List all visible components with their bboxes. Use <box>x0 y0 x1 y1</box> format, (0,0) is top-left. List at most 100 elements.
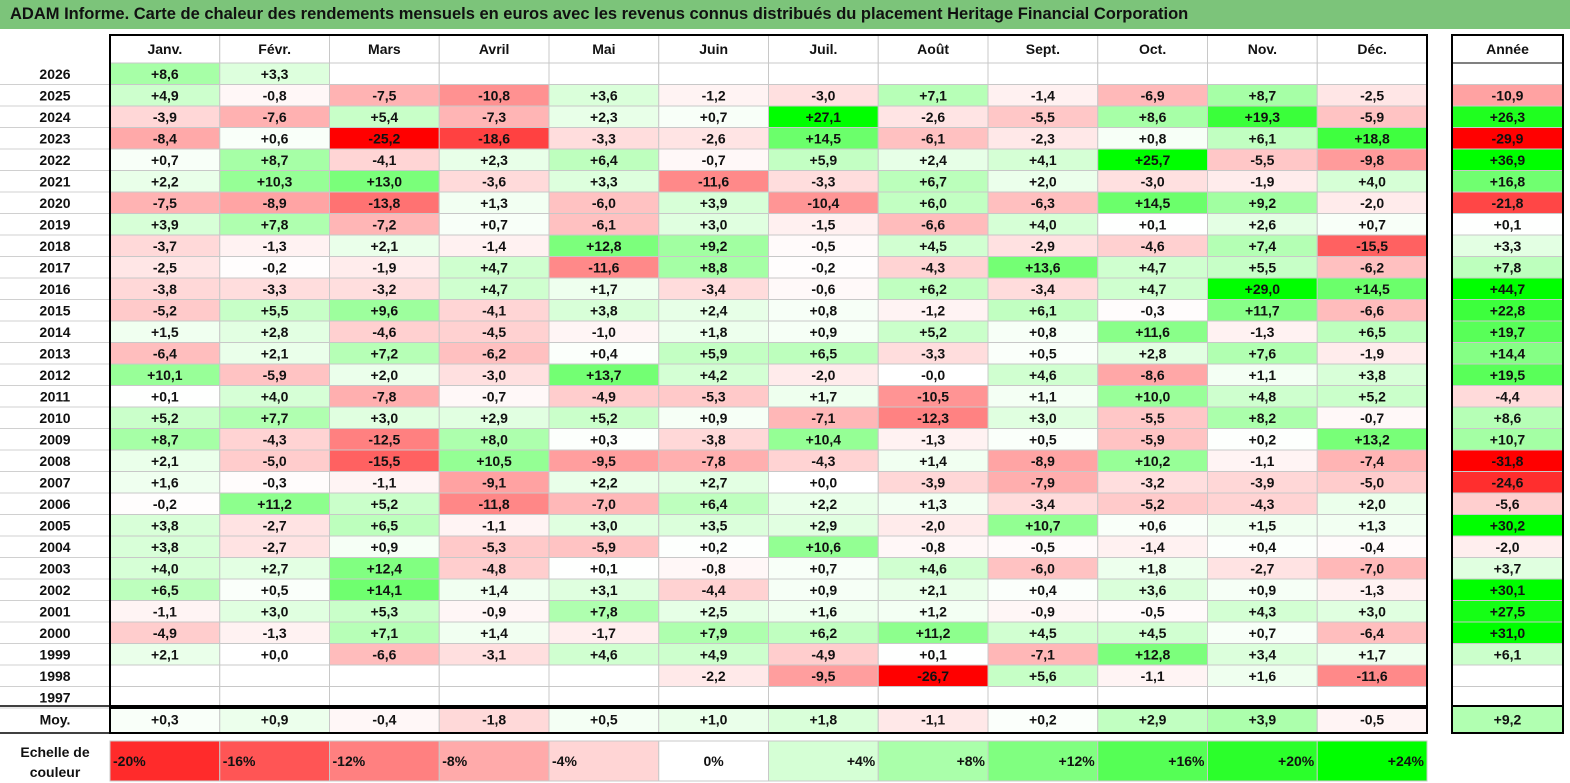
heat-cell-value: +11,7 <box>1245 302 1280 318</box>
annual-cell-bg <box>1451 664 1564 687</box>
year-label: 2009 <box>39 431 70 447</box>
heat-cell: +10,2 <box>1097 449 1208 472</box>
heat-cell-value: -1,9 <box>1250 173 1274 189</box>
scale-swatch-bg <box>219 740 330 782</box>
heat-cell: -1,9 <box>1207 170 1318 193</box>
annual-cell: -5,6 <box>1451 492 1564 515</box>
month-header-label: Mars <box>368 41 401 57</box>
heat-cell-value: +3,5 <box>700 517 728 533</box>
heat-cell: +1,5 <box>1207 514 1318 537</box>
average-cell: -0,4 <box>329 705 440 734</box>
heat-cell-value: +3,0 <box>700 216 728 232</box>
heat-cell-value: +4,6 <box>919 560 947 576</box>
heat-cell-value: -6,6 <box>1360 302 1384 318</box>
heat-cell-value: -0,5 <box>811 238 835 254</box>
heat-cell: +2,2 <box>548 471 660 494</box>
annual-cell-bg <box>1451 686 1564 709</box>
heat-cell-value: +5,5 <box>1249 259 1277 275</box>
heat-cell-value: -2,6 <box>921 109 945 125</box>
heat-cell: +11,2 <box>219 492 330 515</box>
heat-cell <box>329 686 440 709</box>
heat-cell: -3,8 <box>109 277 221 300</box>
heat-cell-value: +0,5 <box>261 582 289 598</box>
heat-cell-value: -3,6 <box>482 173 506 189</box>
heat-cell: +3,0 <box>219 600 330 623</box>
heat-cell: +8,7 <box>1207 84 1318 107</box>
heat-cell-value: +3,8 <box>151 539 179 555</box>
heat-cell-bg <box>658 62 769 85</box>
heat-cell-bg <box>219 664 330 687</box>
heat-cell: +10,1 <box>109 363 221 386</box>
scale-label: Echelle de <box>20 744 89 760</box>
heatmap-chart: Janv. Févr. Mars Avril Mai Juin Juil. Août Sept.… <box>0 34 1564 782</box>
heat-cell: +6,1 <box>987 299 1099 322</box>
heat-cell-bg <box>1097 62 1208 85</box>
heat-cell: -6,9 <box>1097 84 1208 107</box>
heat-cell-value: +0,0 <box>261 646 289 662</box>
heat-cell: +2,0 <box>987 170 1099 193</box>
heat-cell-value: +7,8 <box>590 603 618 619</box>
annual-cell: +3,3 <box>1451 234 1564 257</box>
scale-swatch: +24% <box>1316 740 1428 782</box>
heat-cell: -3,0 <box>768 84 879 107</box>
month-header: Juil. <box>768 34 879 64</box>
heat-cell: -0,9 <box>987 600 1099 623</box>
heat-cell: +3,3 <box>548 170 660 193</box>
heat-cell: +0,5 <box>987 342 1099 365</box>
year-label: 2021 <box>39 173 70 189</box>
annual-cell: -29,9 <box>1451 127 1564 150</box>
year-label: 2025 <box>39 87 70 103</box>
year-label: 1998 <box>39 668 70 684</box>
heat-cell-value: +3,6 <box>1139 582 1167 598</box>
heat-cell-value: -4,4 <box>702 582 726 598</box>
heat-cell: -0,5 <box>1097 600 1208 623</box>
heat-cell-value: +0,3 <box>590 431 618 447</box>
average-cell-value: +0,9 <box>261 712 289 728</box>
heat-cell <box>768 62 879 85</box>
heat-cell: -3,4 <box>987 492 1099 515</box>
annual-cell: +44,7 <box>1451 277 1564 300</box>
heat-cell-value: -7,0 <box>1360 560 1384 576</box>
annual-cell-value: +6,1 <box>1494 646 1522 662</box>
heat-cell-value: -6,2 <box>482 345 506 361</box>
heat-cell: +5,2 <box>548 406 660 429</box>
heat-cell: +1,3 <box>877 492 989 515</box>
heat-cell-value: -0,7 <box>702 152 726 168</box>
heat-cell: +8,8 <box>658 256 769 279</box>
heat-cell: -0,3 <box>219 471 330 494</box>
heat-cell-value: -2,7 <box>263 517 287 533</box>
heat-cell-value: -4,3 <box>811 453 835 469</box>
month-header: Nov. <box>1207 34 1318 64</box>
annual-cell: -10,9 <box>1451 84 1564 107</box>
scale-swatch-label: -16% <box>223 753 256 769</box>
heat-cell-value: +8,6 <box>151 66 179 82</box>
heat-cell-value: +2,1 <box>919 582 947 598</box>
scale-swatch: +20% <box>1207 740 1318 782</box>
heat-cell-value: +1,8 <box>1139 560 1167 576</box>
heat-cell: +14,5 <box>1097 191 1208 214</box>
heat-cell: -1,3 <box>1316 578 1428 601</box>
heat-cell: +7,6 <box>1207 342 1318 365</box>
heat-cell-value: +1,3 <box>1358 517 1386 533</box>
heat-cell-value: -15,5 <box>1356 238 1388 254</box>
heat-cell-value: +2,6 <box>1249 216 1277 232</box>
annual-cell-value: +27,5 <box>1490 603 1526 619</box>
heat-cell: -4,6 <box>1097 234 1208 257</box>
heat-cell-value: +2,0 <box>1029 173 1057 189</box>
heat-cell: -0,7 <box>1316 406 1428 429</box>
heat-cell-value: -1,1 <box>482 517 506 533</box>
heat-cell: +8,7 <box>109 428 221 451</box>
heat-cell <box>109 686 221 709</box>
heat-cell: +0,5 <box>219 578 330 601</box>
heat-cell: -2,0 <box>1316 191 1428 214</box>
average-cell: +1,0 <box>658 705 769 734</box>
average-annual-value: +9,2 <box>1494 712 1522 728</box>
heat-cell-value: +0,5 <box>1029 431 1057 447</box>
heat-cell-value: +0,2 <box>700 539 728 555</box>
heat-cell: +8,0 <box>438 428 550 451</box>
average-cell-value: +3,9 <box>1249 712 1277 728</box>
heat-cell-value: -4,3 <box>1250 496 1274 512</box>
heat-cell: -6,1 <box>548 213 660 236</box>
heat-cell <box>548 62 660 85</box>
heat-cell: +11,6 <box>1097 320 1208 343</box>
